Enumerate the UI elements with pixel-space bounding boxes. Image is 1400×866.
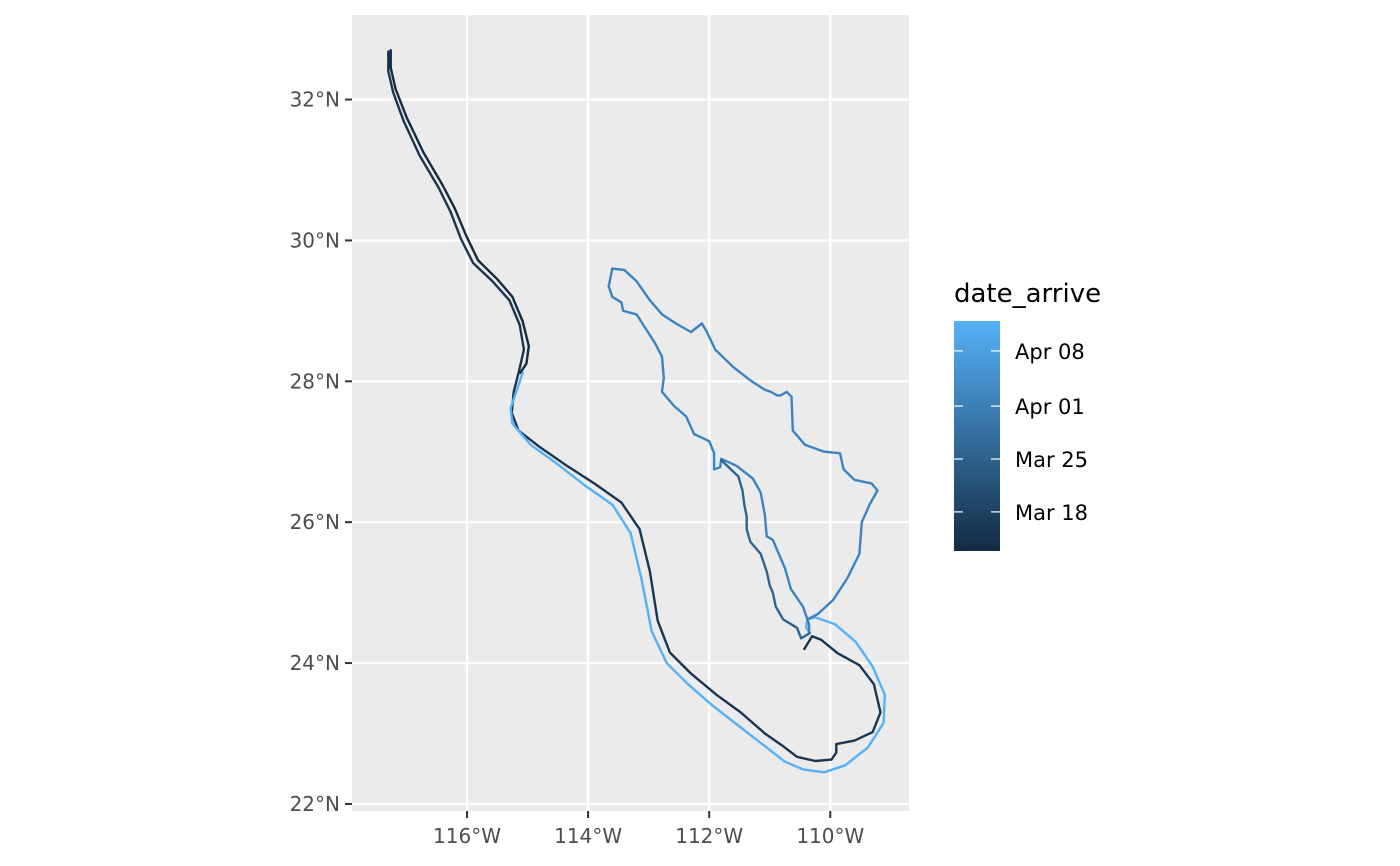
x-tick-label: 112°W xyxy=(675,824,743,848)
route-line xyxy=(509,371,886,774)
legend-break-label: Apr 08 xyxy=(1015,340,1085,364)
y-axis: 22°N 24°N 26°N 28°N 30°N 32°N xyxy=(290,88,352,816)
y-tick-label: 22°N xyxy=(290,792,340,816)
route-lines xyxy=(387,49,886,774)
gridlines xyxy=(352,15,909,811)
route-line xyxy=(387,50,882,763)
legend-break-label: Mar 25 xyxy=(1015,448,1088,472)
route-line xyxy=(720,459,811,640)
y-tick-label: 30°N xyxy=(290,228,340,252)
route-line xyxy=(607,267,879,635)
legend-break-label: Apr 01 xyxy=(1015,395,1085,419)
y-tick-label: 26°N xyxy=(290,510,340,534)
route-line xyxy=(389,49,530,374)
legend-colorbar xyxy=(954,321,1000,551)
legend-breaks: Apr 08 Apr 01 Mar 25 Mar 18 xyxy=(954,340,1088,525)
legend: date_arrive Apr 08 Apr 01 Mar 25 Mar 18 xyxy=(954,279,1101,551)
y-tick-label: 32°N xyxy=(290,88,340,112)
x-axis: 116°W 114°W 112°W 110°W xyxy=(433,811,864,848)
y-tick-label: 24°N xyxy=(290,651,340,675)
x-tick-label: 110°W xyxy=(796,824,864,848)
legend-title: date_arrive xyxy=(954,279,1101,309)
y-tick-label: 28°N xyxy=(290,369,340,393)
x-tick-label: 116°W xyxy=(433,824,501,848)
plot-panel xyxy=(352,15,909,811)
x-tick-label: 114°W xyxy=(554,824,622,848)
legend-break-label: Mar 18 xyxy=(1015,501,1088,525)
